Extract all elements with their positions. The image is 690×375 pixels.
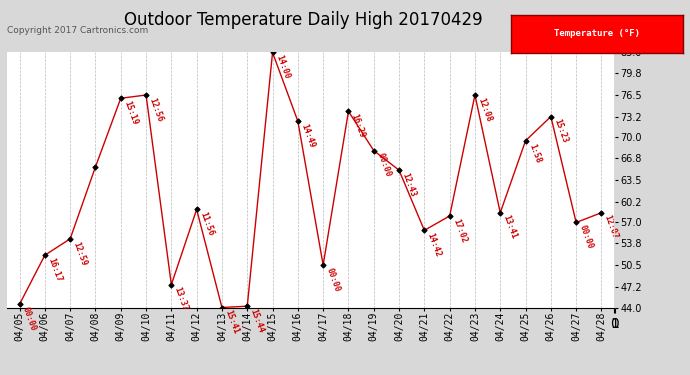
Point <box>469 92 480 98</box>
Point <box>343 108 354 114</box>
Point <box>571 219 582 225</box>
Text: 12:56: 12:56 <box>148 96 164 123</box>
Text: 15:19: 15:19 <box>122 100 139 126</box>
Text: 13:37: 13:37 <box>172 286 190 313</box>
Point <box>444 213 455 219</box>
Point <box>14 301 25 307</box>
Point <box>293 118 304 124</box>
Point <box>217 304 228 310</box>
Text: 12:43: 12:43 <box>400 172 417 198</box>
Text: 00:00: 00:00 <box>375 152 392 178</box>
Text: 11:56: 11:56 <box>198 211 215 237</box>
Point <box>520 138 531 144</box>
Point <box>545 114 556 120</box>
Point <box>317 262 328 268</box>
Text: 15:44: 15:44 <box>248 308 266 334</box>
Point <box>241 303 253 309</box>
Text: 12:59: 12:59 <box>72 240 88 267</box>
Text: 15:41: 15:41 <box>224 309 240 336</box>
Text: 13:41: 13:41 <box>502 214 519 241</box>
Point <box>166 282 177 288</box>
Point <box>393 167 404 173</box>
Text: 00:00: 00:00 <box>21 306 38 332</box>
Point <box>65 236 76 242</box>
Point <box>115 95 126 101</box>
Text: 1:58: 1:58 <box>527 142 542 164</box>
Point <box>39 252 50 258</box>
Text: 00:00: 00:00 <box>324 266 342 293</box>
Point <box>596 210 607 216</box>
Text: Temperature (°F): Temperature (°F) <box>554 29 640 38</box>
Text: 14:42: 14:42 <box>426 232 443 258</box>
Text: 14:00: 14:00 <box>274 54 291 81</box>
Text: 12:07: 12:07 <box>603 214 620 241</box>
Text: 16:17: 16:17 <box>46 256 63 283</box>
Text: Copyright 2017 Cartronics.com: Copyright 2017 Cartronics.com <box>7 26 148 35</box>
Point <box>419 227 430 233</box>
Point <box>368 148 380 154</box>
Text: Outdoor Temperature Daily High 20170429: Outdoor Temperature Daily High 20170429 <box>124 11 483 29</box>
Text: 12:08: 12:08 <box>476 96 493 123</box>
Point <box>90 164 101 170</box>
Text: 14:49: 14:49 <box>299 123 316 149</box>
Text: 15:23: 15:23 <box>552 118 569 144</box>
Point <box>191 206 202 212</box>
Text: 00:00: 00:00 <box>578 224 595 251</box>
Point <box>267 50 278 55</box>
Text: 16:29: 16:29 <box>350 113 367 139</box>
Text: 17:02: 17:02 <box>451 217 468 244</box>
Point <box>141 92 152 98</box>
Point <box>495 210 506 216</box>
